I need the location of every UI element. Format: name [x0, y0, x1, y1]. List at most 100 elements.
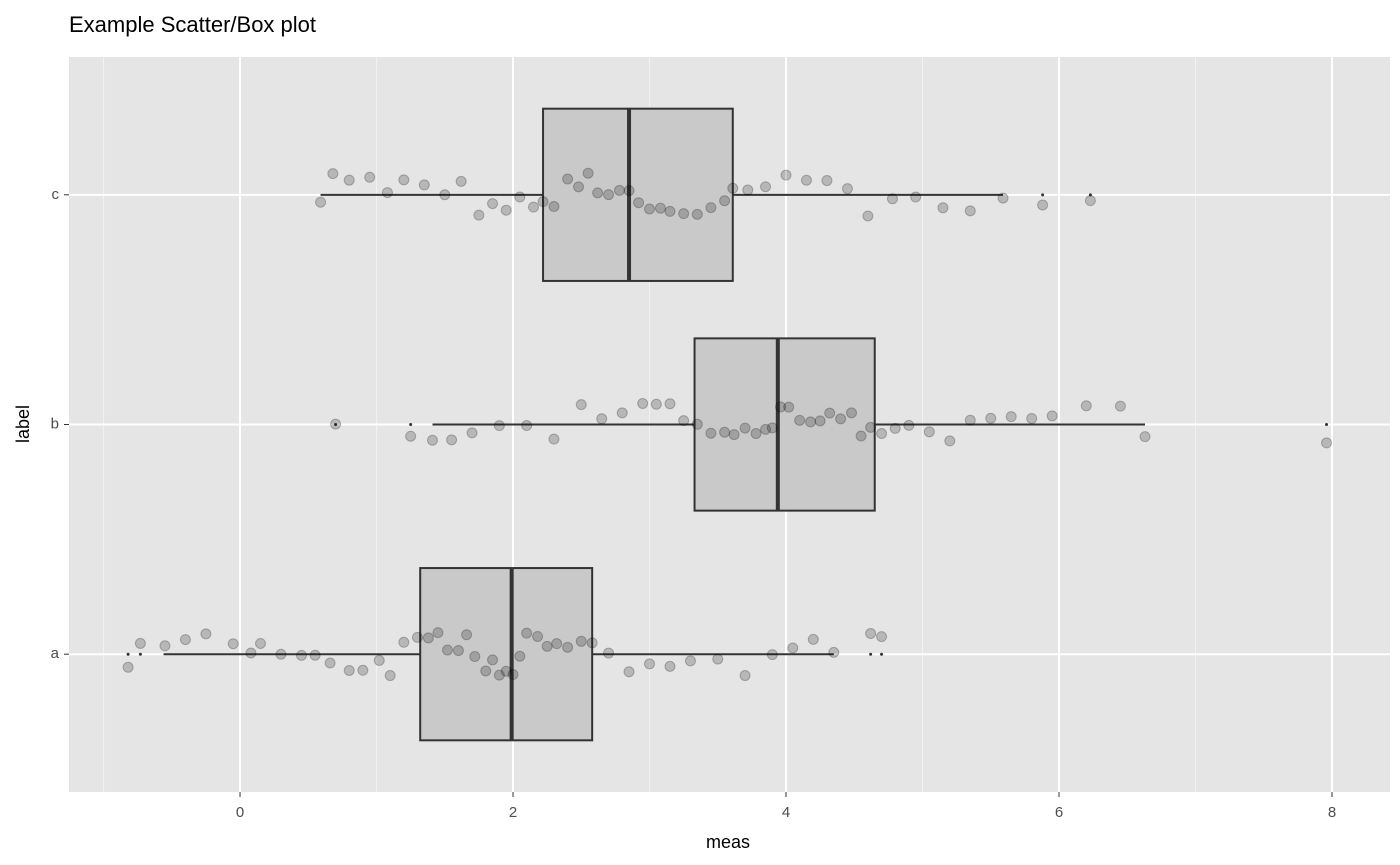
- point: [295, 649, 307, 661]
- point: [466, 427, 478, 439]
- point: [461, 629, 473, 641]
- point: [432, 627, 444, 639]
- point: [398, 174, 410, 186]
- point: [592, 187, 604, 199]
- outlier: [880, 652, 884, 656]
- point: [650, 398, 662, 410]
- point: [548, 433, 560, 445]
- point: [985, 412, 997, 424]
- point: [134, 637, 146, 649]
- x-tick-label: 8: [1328, 804, 1336, 821]
- point: [548, 201, 560, 213]
- point: [780, 169, 792, 181]
- outlier: [334, 423, 338, 426]
- point: [841, 183, 853, 195]
- point: [691, 418, 703, 430]
- point: [200, 628, 212, 640]
- point: [514, 650, 526, 662]
- point: [855, 430, 867, 442]
- x-tick-label: 0: [236, 804, 244, 821]
- point: [1084, 195, 1096, 207]
- box: [542, 107, 734, 282]
- point: [742, 184, 754, 196]
- point: [343, 664, 355, 676]
- outlier: [138, 652, 142, 656]
- box: [419, 567, 594, 742]
- point: [487, 654, 499, 666]
- point: [766, 422, 778, 434]
- point: [719, 426, 731, 438]
- point: [964, 414, 976, 426]
- point: [1046, 410, 1058, 422]
- point: [944, 435, 956, 447]
- point: [1005, 411, 1017, 423]
- point: [575, 399, 587, 411]
- point: [446, 434, 458, 446]
- point: [500, 204, 512, 216]
- point: [997, 192, 1009, 204]
- outlier: [1088, 193, 1092, 197]
- point: [469, 651, 481, 663]
- point: [439, 189, 451, 201]
- point: [814, 415, 826, 427]
- point: [760, 181, 772, 193]
- point: [835, 413, 847, 425]
- point: [637, 397, 649, 409]
- point: [846, 407, 858, 419]
- point: [1080, 400, 1092, 412]
- point: [541, 640, 553, 652]
- point: [562, 173, 574, 185]
- point: [122, 661, 134, 673]
- box: [693, 337, 876, 512]
- point: [405, 430, 417, 442]
- point: [828, 646, 840, 658]
- point: [800, 174, 812, 186]
- point: [343, 174, 355, 186]
- point: [886, 193, 898, 205]
- point: [821, 175, 833, 187]
- point: [381, 187, 393, 199]
- point: [923, 426, 935, 438]
- point: [507, 669, 519, 681]
- point: [586, 637, 598, 649]
- point: [473, 209, 485, 221]
- point: [664, 205, 676, 217]
- point: [865, 421, 877, 433]
- point: [384, 670, 396, 682]
- point: [766, 649, 778, 661]
- point: [705, 202, 717, 214]
- point: [750, 428, 762, 440]
- point: [159, 640, 171, 652]
- point: [728, 429, 740, 441]
- point: [794, 414, 806, 426]
- point: [678, 208, 690, 220]
- x-tick-label: 6: [1055, 804, 1063, 821]
- point: [480, 665, 492, 677]
- outlier: [869, 652, 873, 656]
- point: [1114, 400, 1126, 412]
- point: [787, 642, 799, 654]
- point: [455, 175, 467, 187]
- point: [684, 655, 696, 667]
- point: [876, 631, 888, 643]
- point: [309, 649, 321, 661]
- point: [487, 198, 499, 210]
- point: [521, 419, 533, 431]
- point: [623, 666, 635, 678]
- point: [862, 210, 874, 222]
- outlier: [409, 423, 413, 426]
- point: [633, 197, 645, 209]
- point: [527, 201, 539, 213]
- point: [452, 645, 464, 657]
- point: [532, 630, 544, 642]
- point: [227, 638, 239, 650]
- point: [514, 191, 526, 203]
- point: [910, 191, 922, 203]
- point: [664, 660, 676, 672]
- point: [805, 416, 817, 428]
- point: [824, 407, 836, 419]
- point: [775, 401, 787, 413]
- point: [551, 638, 563, 650]
